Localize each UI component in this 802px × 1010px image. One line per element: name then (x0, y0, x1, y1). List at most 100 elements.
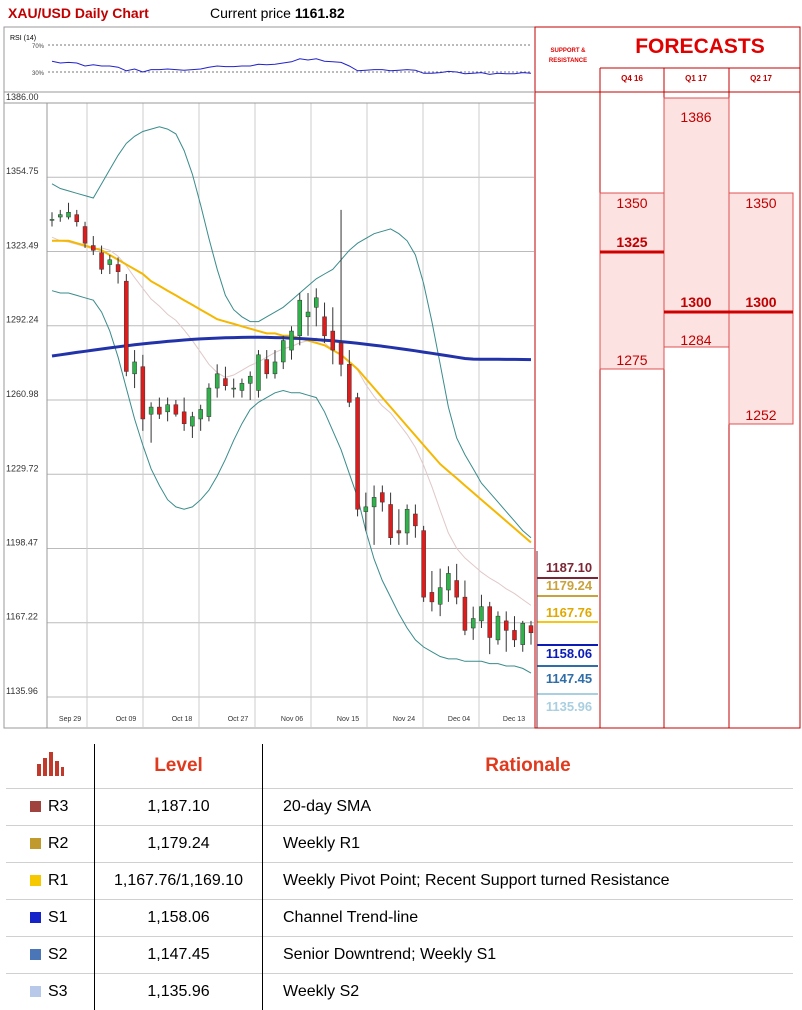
rank-label: R1 (48, 872, 68, 890)
candle-body (256, 355, 260, 391)
candle-body (512, 630, 516, 640)
candle-body (397, 531, 401, 533)
candle-body (389, 504, 393, 537)
candle-body (157, 407, 161, 414)
candle-body (339, 343, 343, 364)
quarter-q4: Q4 16 (600, 74, 664, 83)
x-tick-label: Dec 13 (503, 716, 525, 723)
candle-body (314, 298, 318, 308)
candle-body (281, 341, 285, 362)
candle-body (372, 497, 376, 507)
candle-body (174, 405, 178, 415)
rank-cell: S1 (6, 900, 95, 937)
candle-body (438, 588, 442, 605)
candle-body (108, 260, 112, 265)
y-tick-label: 1354.75 (6, 166, 39, 176)
candle-body (323, 317, 327, 336)
forecasts-title: FORECASTS (600, 35, 800, 59)
candle-body (496, 616, 500, 640)
price-label: Current price (210, 5, 291, 21)
forecast-q1-low: 1284 (664, 332, 728, 348)
x-tick-label: Nov 24 (393, 716, 415, 723)
candle-body (471, 619, 475, 629)
rank-cell: S3 (6, 974, 95, 1010)
header-rationale: Rationale (263, 744, 794, 789)
forecast-q4-low: 1275 (600, 352, 664, 368)
candle-body (265, 360, 269, 374)
candle-body (50, 219, 54, 220)
forecast-range-q4 (600, 193, 664, 369)
candle-body (455, 580, 459, 597)
candle-body (347, 364, 351, 402)
candle-body (504, 621, 508, 631)
forecast-q2-high: 1350 (729, 195, 793, 211)
candle-body (488, 607, 492, 638)
candle-body (405, 509, 409, 533)
candle-body (223, 379, 227, 386)
candle-body (91, 246, 95, 251)
candle-body (364, 507, 368, 512)
candle-body (290, 331, 294, 350)
sr-label-r1: 1167.76 (540, 605, 598, 620)
level-value: 1,135.96 (95, 974, 263, 1010)
x-tick-label: Sep 29 (59, 716, 81, 723)
rationale-text: 20-day SMA (263, 789, 794, 826)
candle-body (446, 573, 450, 590)
candle-body (422, 531, 426, 598)
y-tick-label: 1167.22 (6, 612, 38, 622)
candle-body (331, 331, 335, 350)
candle-body (298, 300, 302, 336)
y-tick-label: 1260.98 (6, 389, 39, 399)
rank-swatch (30, 838, 41, 849)
rsi-70-label: 70% (32, 44, 45, 50)
sma20-line (52, 237, 531, 605)
y-tick-label: 1386.00 (6, 92, 39, 102)
forecast-q1-high: 1386 (664, 109, 728, 125)
candle-body (58, 215, 62, 217)
x-tick-label: Oct 18 (172, 716, 193, 723)
level-value: 1,187.10 (95, 789, 263, 826)
x-tick-label: Dec 04 (448, 716, 470, 723)
candle-body (215, 374, 219, 388)
level-value: 1,158.06 (95, 900, 263, 937)
quarter-q1: Q1 17 (664, 74, 728, 83)
y-tick-label: 1323.49 (6, 241, 39, 251)
candle-body (529, 626, 533, 633)
candle-body (116, 265, 120, 272)
rationale-text: Weekly S2 (263, 974, 794, 1010)
rank-swatch (30, 912, 41, 923)
rank-swatch (30, 875, 41, 886)
rank-label: S2 (48, 946, 68, 964)
rank-cell: R1 (6, 863, 95, 900)
price-value: 1161.82 (295, 5, 345, 21)
rsi-30-label: 30% (32, 71, 45, 77)
candle-body (413, 514, 417, 526)
rationale-text: Weekly R1 (263, 826, 794, 863)
levels-icon-cell (6, 744, 95, 789)
sr-label-s3: 1135.96 (540, 699, 598, 714)
candle-body (133, 362, 137, 374)
candle-body (83, 227, 87, 244)
candle-body (273, 362, 277, 374)
candle-body (190, 417, 194, 427)
rank-label: S3 (48, 983, 68, 1001)
candle-body (521, 623, 525, 644)
rank-cell: R2 (6, 826, 95, 863)
level-value: 1,147.45 (95, 937, 263, 974)
rank-cell: S2 (6, 937, 95, 974)
candle-body (199, 409, 203, 419)
candle-body (182, 412, 186, 424)
rank-swatch (30, 801, 41, 812)
candle-body (430, 592, 434, 602)
rationale-text: Senior Downtrend; Weekly S1 (263, 937, 794, 974)
current-price: Current price 1161.82 (210, 5, 345, 21)
rank-label: R3 (48, 798, 68, 816)
candle-body (380, 493, 384, 503)
header-level: Level (95, 744, 263, 789)
